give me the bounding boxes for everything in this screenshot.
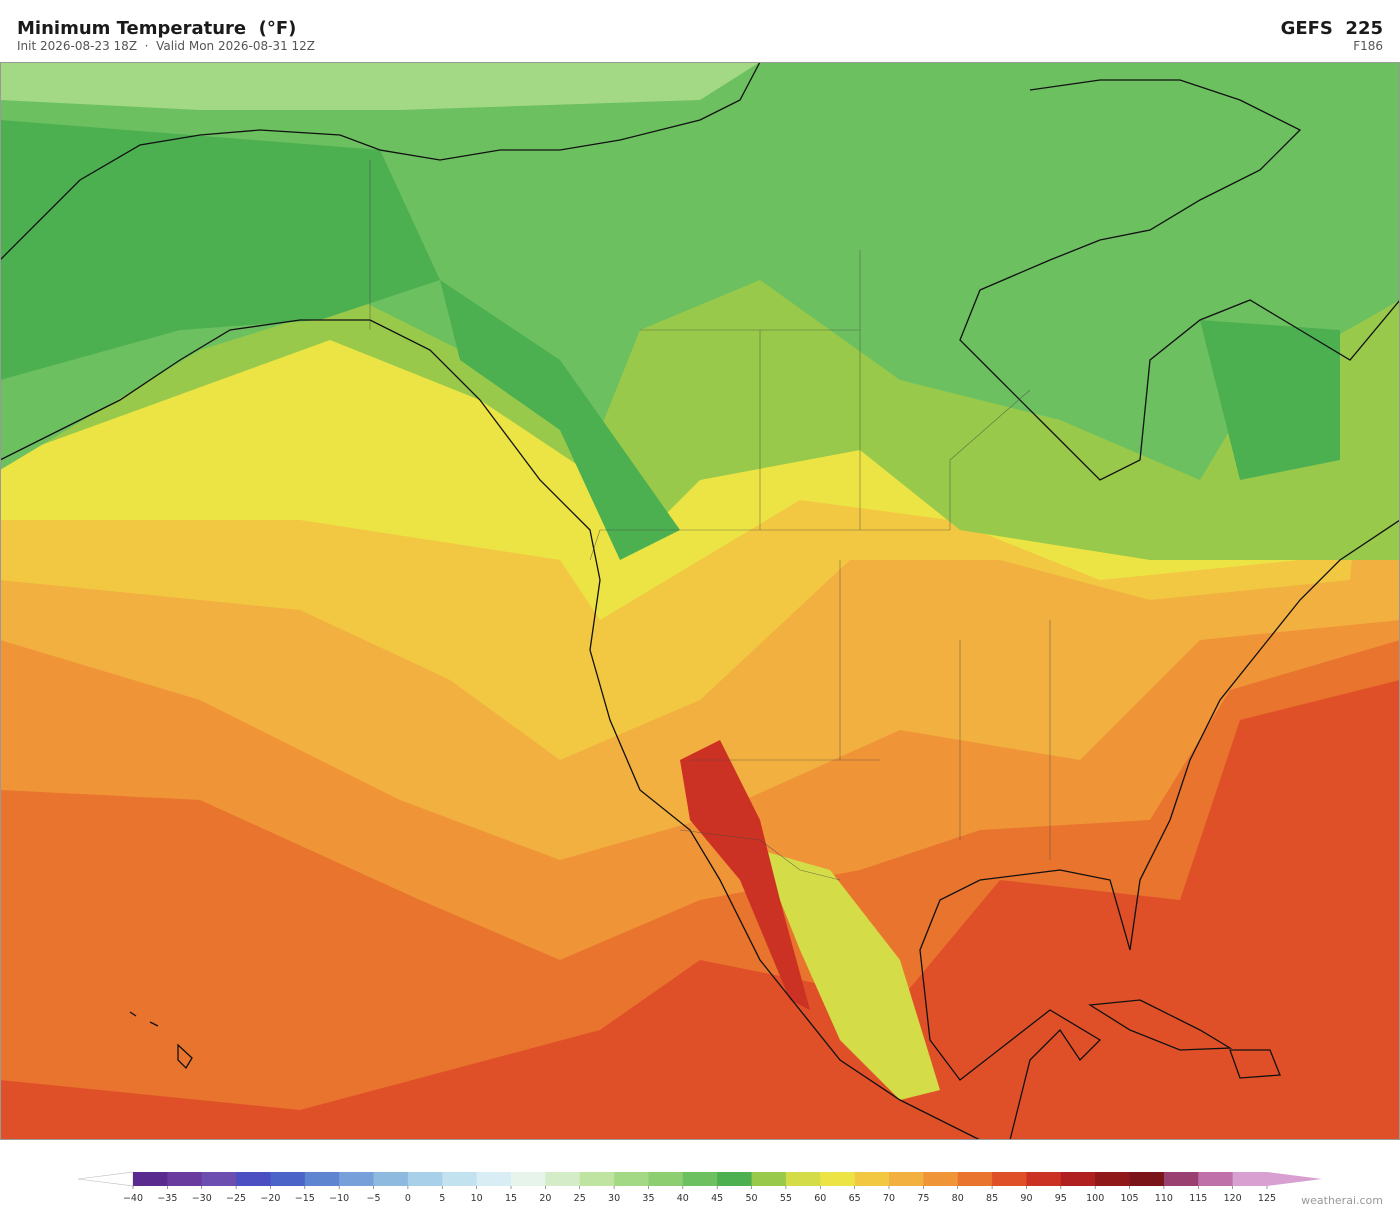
colorbar-segment (579, 1172, 615, 1186)
subtitle: Init 2026-08-23 18Z · Valid Mon 2026-08-… (17, 39, 315, 53)
colorbar-tick-label: 115 (1189, 1193, 1207, 1204)
colorbar-tick-label: 105 (1120, 1193, 1138, 1204)
colorbar-tick-label: 65 (849, 1193, 861, 1204)
colorbar-segment (717, 1172, 753, 1186)
colorbar-segment (1026, 1172, 1062, 1186)
colorbar-segment (820, 1172, 856, 1186)
colorbar-segment (1095, 1172, 1131, 1186)
colorbar-segment (751, 1172, 787, 1186)
colorbar-tick-label: 125 (1258, 1193, 1276, 1204)
colorbar-segment (1060, 1172, 1096, 1186)
colorbar-tick-label: 15 (505, 1193, 517, 1204)
colorbar-tick-label: −25 (226, 1193, 246, 1204)
colorbar-segment (889, 1172, 924, 1186)
colorbar-tick-label: −20 (260, 1193, 280, 1204)
colorbar-segment (614, 1172, 649, 1186)
colorbar-segment (545, 1172, 581, 1186)
colorbar-tick-label: −40 (123, 1193, 143, 1204)
title: Minimum Temperature (°F) (17, 18, 296, 39)
colorbar-tick-label: 55 (780, 1193, 792, 1204)
colorbar-segment (407, 1172, 443, 1186)
colorbar-segment (648, 1172, 684, 1186)
colorbar-tick-label: 25 (574, 1193, 586, 1204)
colorbar-segment (476, 1172, 512, 1186)
colorbar-tick-label: 90 (1020, 1193, 1032, 1204)
colorbar-segment (373, 1172, 409, 1186)
colorbar-tick-label: 110 (1155, 1193, 1173, 1204)
colorbar-tick-label: 60 (814, 1193, 826, 1204)
colorbar-segment (304, 1172, 340, 1186)
colorbar-tick-label: −10 (329, 1193, 349, 1204)
colorbar-tick-label: −15 (295, 1193, 315, 1204)
colorbar-segment (854, 1172, 890, 1186)
colorbar-tick-label: −35 (157, 1193, 177, 1204)
colorbar-segment (785, 1172, 821, 1186)
forecast-hour: F186 (1353, 39, 1383, 53)
colorbar-tick-label: 0 (405, 1193, 411, 1204)
model: GEFS 225 (1281, 18, 1383, 39)
colorbar-segment (339, 1172, 375, 1186)
colorbar-segment (957, 1172, 993, 1186)
colorbar-tick-label: 40 (677, 1193, 689, 1204)
colorbar-segment (682, 1172, 718, 1186)
colorbar: −40 −35 −30 −25 −20 −15 −10 −5 0 5 10 15 20 25 30 35 40 4… (77, 1171, 1322, 1204)
colorbar-segment (133, 1172, 168, 1186)
colorbar-tick-label: 85 (986, 1193, 998, 1204)
colorbar-tick-label: −5 (367, 1193, 381, 1204)
map (0, 62, 1400, 1140)
colorbar-segment (511, 1172, 546, 1186)
colorbar-segment (923, 1172, 959, 1186)
colorbar-segment (1129, 1172, 1165, 1186)
colorbar-segment (1198, 1172, 1234, 1186)
colorbar-tick-label: 80 (952, 1193, 964, 1204)
colorbar-segment (236, 1172, 271, 1186)
colorbar-tick-label: 75 (917, 1193, 929, 1204)
colorbar-tick-label: 50 (745, 1193, 757, 1204)
colorbar-segment (1232, 1172, 1268, 1186)
credit: weatherai.com (1301, 1194, 1383, 1207)
colorbar-tick-label: 70 (883, 1193, 895, 1204)
colorbar-over (1267, 1172, 1322, 1186)
colorbar-segment (167, 1172, 203, 1186)
colorbar-tick-label: 95 (1055, 1193, 1067, 1204)
colorbar-tick-label: 10 (471, 1193, 483, 1204)
colorbar-tick-label: 45 (711, 1193, 723, 1204)
colorbar-tick-label: 120 (1224, 1193, 1242, 1204)
colorbar-tick-label: 100 (1086, 1193, 1104, 1204)
colorbar-tick-label: 35 (642, 1193, 654, 1204)
colorbar-segment (992, 1172, 1027, 1186)
colorbar-tick-label: 5 (439, 1193, 445, 1204)
colorbar-tick-label: −30 (192, 1193, 212, 1204)
colorbar-tick-label: 30 (608, 1193, 620, 1204)
colorbar-segment (442, 1172, 478, 1186)
colorbar-under (77, 1171, 134, 1187)
colorbar-segment (270, 1172, 306, 1186)
colorbar-tick-label: 20 (539, 1193, 551, 1204)
colorbar-segment (1163, 1172, 1199, 1186)
colorbar-segment (201, 1172, 237, 1186)
